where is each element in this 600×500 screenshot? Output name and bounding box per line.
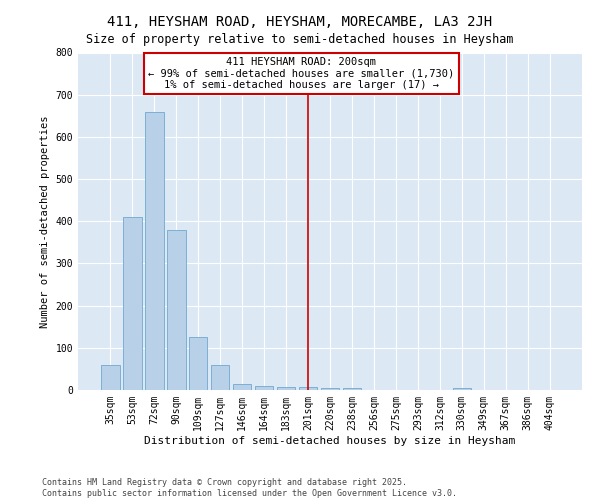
Text: 411 HEYSHAM ROAD: 200sqm
← 99% of semi-detached houses are smaller (1,730)
1% of: 411 HEYSHAM ROAD: 200sqm ← 99% of semi-d… (148, 57, 455, 90)
Bar (123, 217, 142, 390)
Bar (255, 386, 274, 390)
Bar (299, 386, 317, 390)
Bar (189, 338, 208, 390)
Text: Size of property relative to semi-detached houses in Heysham: Size of property relative to semi-detach… (86, 32, 514, 46)
Bar (452, 388, 471, 390)
Bar (167, 230, 185, 390)
Bar (343, 388, 361, 390)
Text: Contains HM Land Registry data © Crown copyright and database right 2025.
Contai: Contains HM Land Registry data © Crown c… (42, 478, 457, 498)
Y-axis label: Number of semi-detached properties: Number of semi-detached properties (40, 115, 50, 328)
Bar (277, 386, 295, 390)
X-axis label: Distribution of semi-detached houses by size in Heysham: Distribution of semi-detached houses by … (145, 436, 515, 446)
Bar (211, 364, 229, 390)
Bar (101, 364, 119, 390)
Bar (320, 388, 340, 390)
Bar (233, 384, 251, 390)
Text: 411, HEYSHAM ROAD, HEYSHAM, MORECAMBE, LA3 2JH: 411, HEYSHAM ROAD, HEYSHAM, MORECAMBE, L… (107, 15, 493, 29)
Bar (145, 112, 164, 390)
